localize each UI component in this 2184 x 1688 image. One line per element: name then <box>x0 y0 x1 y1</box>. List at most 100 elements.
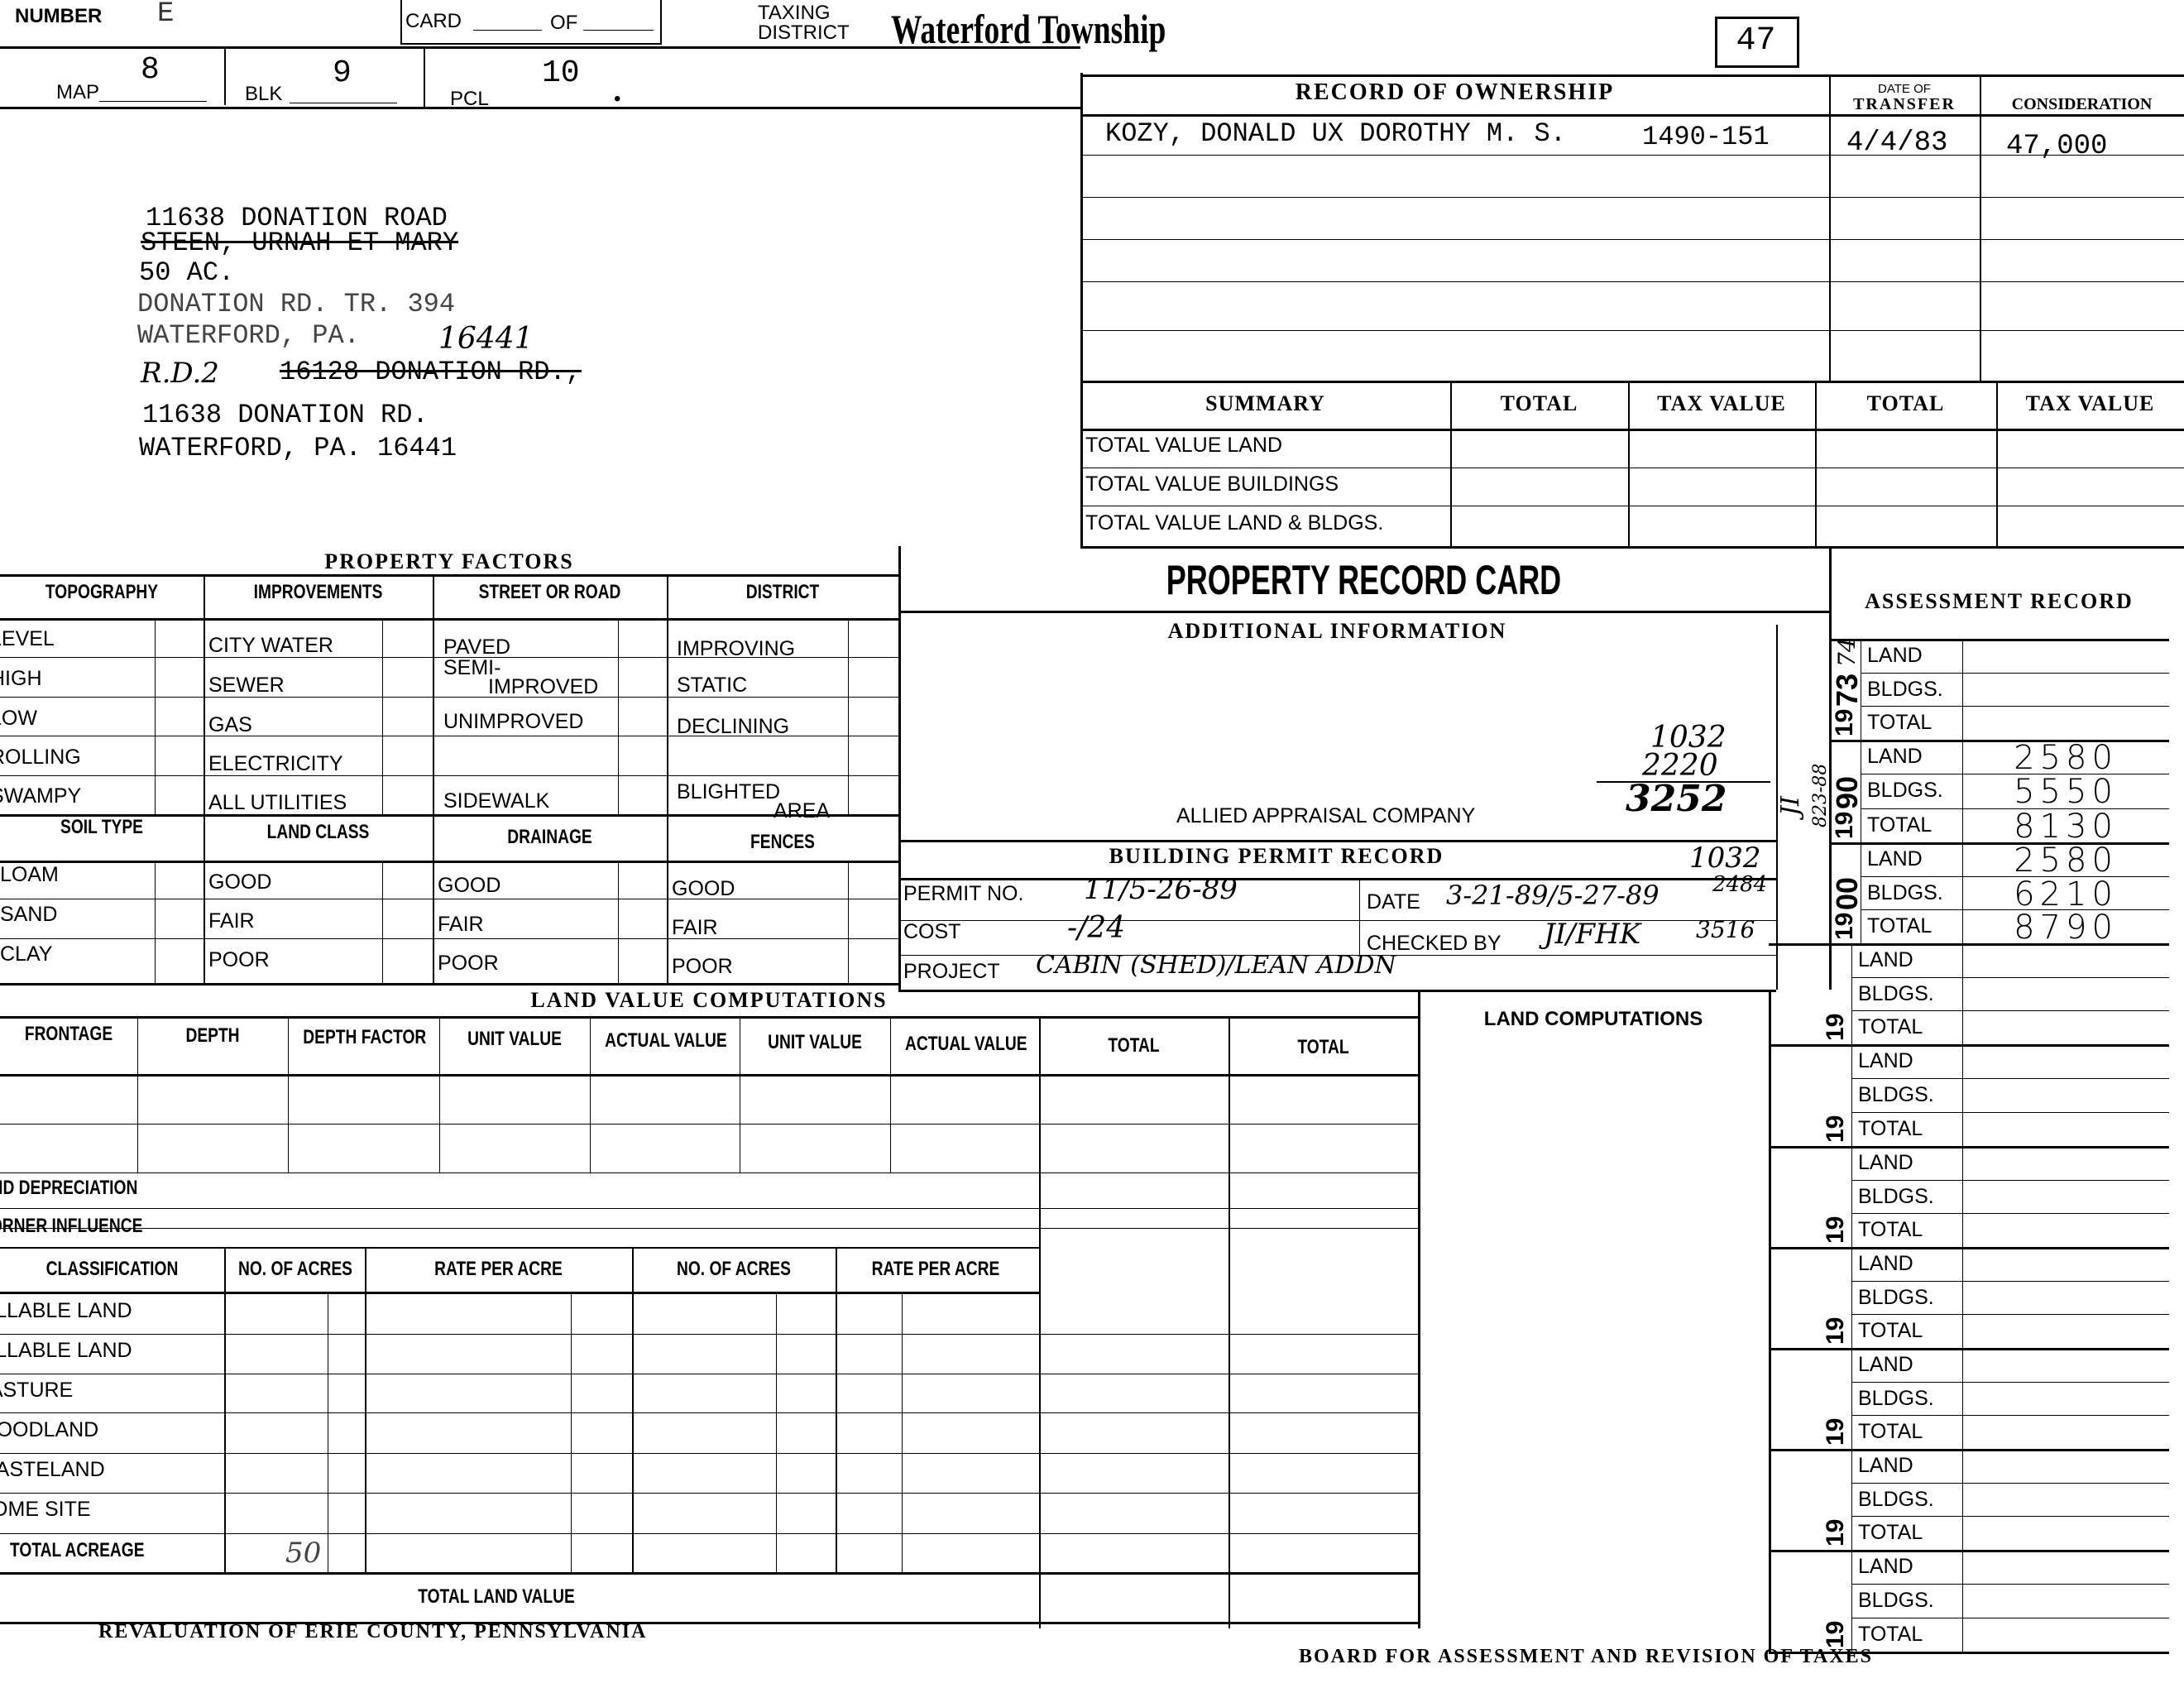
rule-line <box>0 1208 1418 1209</box>
rule-line <box>776 1292 777 1572</box>
assessment-row-total: TOTAL <box>1858 1623 1923 1646</box>
assessment-row-bldgs: BLDGS. <box>1858 1184 1934 1208</box>
footer-revaluation: REVALUATION OF ERIE COUNTY, PENNSYLVANIA <box>98 1621 648 1642</box>
assessment-row-bldgs: BLDGS. <box>1858 1285 1934 1309</box>
rule-line <box>155 618 156 814</box>
rule-line <box>0 814 898 817</box>
rule-line <box>1861 808 2169 809</box>
total-acreage-label: TOTAL ACREAGE <box>10 1539 145 1561</box>
assessment-row-total: TOTAL <box>1867 914 1933 938</box>
owner-name: KOZY, DONALD UX DOROTHY M. S. <box>1105 118 1566 149</box>
hand-note: 1032 <box>1650 721 1727 755</box>
class-header-4: RATE PER ACRE <box>871 1258 1000 1280</box>
quality-option: POOR <box>208 948 270 971</box>
rule-line <box>1769 1146 2169 1149</box>
land-header-8: TOTAL <box>1297 1036 1349 1058</box>
quality-option: GOOD <box>438 874 501 897</box>
rule-line <box>1039 1016 1041 1628</box>
hand-note: 2220 <box>1642 749 1718 783</box>
assessment-year: 19 <box>1831 811 1858 839</box>
assessment-total-value: 8130 <box>2014 807 2118 846</box>
pcl-label: PCL <box>450 88 489 110</box>
summary-row-label: TOTAL VALUE BUILDINGS <box>1085 472 1339 496</box>
rule-line <box>1418 990 1420 1628</box>
topography-option: LOW <box>0 707 37 730</box>
rule-line <box>898 546 901 990</box>
soil-option: CLAY <box>0 942 53 966</box>
card-number-value: E <box>157 0 175 30</box>
district-label: DISTRICT <box>758 22 850 44</box>
assessment-year-suffix: 00 <box>1830 876 1864 910</box>
land-header-1: DEPTH <box>185 1024 240 1047</box>
quality-option: POOR <box>672 955 733 978</box>
rule-line <box>1851 1381 2169 1383</box>
footer-board: BOARD FOR ASSESSMENT AND REVISION OF TAX… <box>1299 1646 1873 1667</box>
rule-line <box>1851 1280 2169 1282</box>
rule-line <box>1861 672 2169 674</box>
rule-line <box>836 1247 837 1572</box>
factor-header2-1: LAND CLASS <box>266 821 370 843</box>
rule-line <box>1962 1146 1963 1247</box>
assessment-year: 19 <box>1822 1115 1849 1143</box>
street-option: SEMI- <box>443 656 501 679</box>
assessment-row-total: TOTAL <box>1858 1319 1923 1343</box>
rule-line <box>0 1572 1418 1575</box>
assessment-row-land: LAND <box>1858 1049 1913 1072</box>
class-header-3: NO. OF ACRES <box>677 1258 791 1280</box>
consideration-header: CONSIDERATION <box>2011 95 2153 113</box>
total-land-value-label: TOTAL LAND VALUE <box>418 1585 575 1608</box>
land-class-row: HOME SITE <box>0 1498 91 1521</box>
assessment-row-land: LAND <box>1867 745 1923 768</box>
rule-line <box>1980 74 1981 381</box>
rule-line <box>0 618 898 621</box>
summary-header-1: TOTAL <box>1500 391 1578 415</box>
street-option: UNIMPROVED <box>443 710 584 733</box>
rule-line <box>1769 1652 2169 1654</box>
land-class-row: PASTURE <box>0 1379 74 1402</box>
rule-line <box>1851 1078 2169 1079</box>
assessment-row-total: TOTAL <box>1858 1117 1923 1140</box>
side-note: 823-88 <box>1810 763 1831 827</box>
rule-line <box>890 1016 891 1172</box>
assessment-row-land: LAND <box>1858 948 1913 971</box>
rule-line <box>898 990 1776 992</box>
assessment-year: 19 <box>1831 708 1858 736</box>
map-label: MAP <box>56 81 100 103</box>
assessment-year: 19 <box>1822 1620 1849 1648</box>
rule-line <box>1776 625 1778 990</box>
cost-value: -/24 <box>1067 911 1126 945</box>
address-line: DONATION RD. TR. 394 <box>137 289 456 319</box>
rule-line <box>204 574 205 983</box>
address-line: WATERFORD, PA. <box>137 320 360 351</box>
summary-row-label: TOTAL VALUE LAND & BLDGS. <box>1085 511 1384 535</box>
date-of-transfer-header: TRANSFER <box>1853 95 1956 113</box>
assessment-year: 19 <box>1822 1216 1849 1244</box>
assessment-row-total: TOTAL <box>1858 1420 1923 1444</box>
address-line: 16128 DONATION RD., <box>280 357 582 387</box>
rule-line <box>1962 639 1963 740</box>
assessment-row-bldgs: BLDGS. <box>1858 1386 1934 1410</box>
land-computations-title: LAND COMPUTATIONS <box>1483 1008 1703 1030</box>
permit-no-label: PERMIT NO. <box>903 882 1024 905</box>
land-header-2: DEPTH FACTOR <box>303 1026 427 1048</box>
assessment-row-land: LAND <box>1858 1252 1913 1275</box>
rule-line <box>1769 1449 2169 1451</box>
rule-line <box>902 1292 903 1572</box>
address-line: 11638 DONATION RD. <box>142 400 429 430</box>
rule-line <box>0 938 898 939</box>
factor-header2-2: DRAINAGE <box>507 826 592 848</box>
rule-line <box>1962 943 1963 1044</box>
rule-line <box>1080 74 2184 77</box>
address-line: STEEN, URNAH ET MARY <box>141 228 459 258</box>
taxing-district-value: Waterford Township <box>891 6 1166 52</box>
land-header-6: ACTUAL VALUE <box>905 1033 1027 1055</box>
land-depreciation-label: LAND DEPRECIATION <box>0 1177 138 1199</box>
rule-line <box>1962 740 1963 842</box>
card-of-box <box>400 0 662 45</box>
property-factors-title: PROPERTY FACTORS <box>324 549 574 573</box>
rule-line <box>1851 1314 2169 1316</box>
assessment-year: 19 <box>1831 912 1858 940</box>
assessment-year-over: 74 <box>1833 637 1861 667</box>
rule-line <box>618 618 619 814</box>
assessment-bldgs-value: 5550 <box>2014 773 2118 812</box>
